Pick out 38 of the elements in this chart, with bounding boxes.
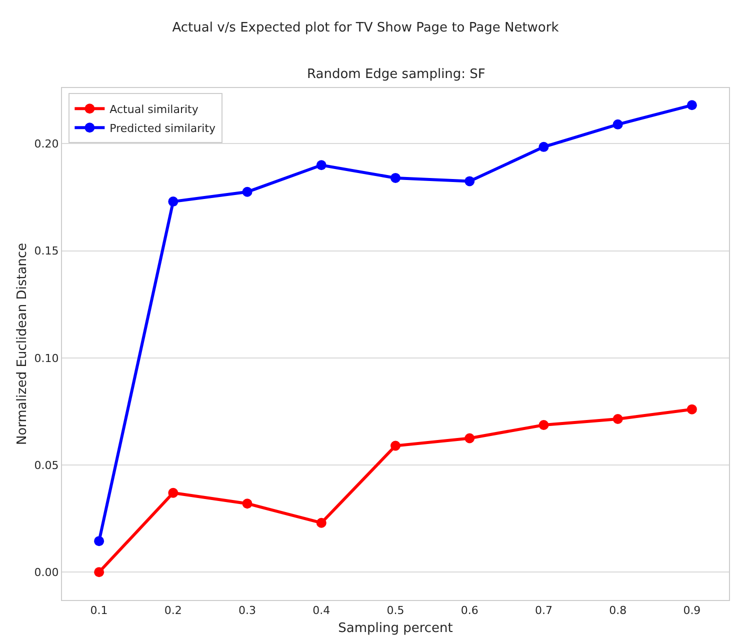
x-tick-label: 0.5 <box>386 604 404 618</box>
point <box>390 172 400 183</box>
point <box>612 414 623 424</box>
point <box>242 498 252 509</box>
point <box>94 567 104 578</box>
y-axis-title: Normalized Euclidean Distance <box>15 242 30 446</box>
point <box>464 176 475 186</box>
y-tick-label: 0.20 <box>34 138 59 151</box>
x-tick-label: 0.8 <box>609 604 627 618</box>
point <box>538 420 549 430</box>
point <box>242 186 252 197</box>
y-tick-label: 0.05 <box>34 458 59 472</box>
x-tick-label: 0.4 <box>312 604 330 618</box>
point <box>538 142 549 152</box>
y-tick-label: 0.15 <box>34 244 59 258</box>
legend-label: Actual similarity <box>110 102 199 116</box>
x-tick-label: 0.3 <box>238 604 256 618</box>
y-tick-label: 0.00 <box>34 566 59 579</box>
point <box>316 160 326 170</box>
point <box>390 440 400 451</box>
point <box>686 100 697 110</box>
point <box>612 119 623 130</box>
x-tick-label: 0.7 <box>534 604 552 618</box>
x-tick-label: 0.6 <box>460 604 478 618</box>
x-tick-label: 0.2 <box>164 604 182 618</box>
legend-label: Predicted similarity <box>110 122 216 135</box>
chart-title: Actual v/s Expected plot for TV Show Page to Page Network <box>172 20 560 36</box>
chart-subtitle: Random Edge sampling: SF <box>307 67 486 82</box>
x-tick-label: 0.9 <box>683 604 701 618</box>
point <box>168 196 178 207</box>
point <box>168 488 178 498</box>
x-axis-title: Sampling percent <box>338 620 453 636</box>
point <box>686 404 697 414</box>
point <box>94 536 104 546</box>
point <box>316 518 326 528</box>
point <box>464 433 475 444</box>
y-tick-label: 0.10 <box>34 352 59 365</box>
x-tick-label: 0.1 <box>90 604 108 618</box>
